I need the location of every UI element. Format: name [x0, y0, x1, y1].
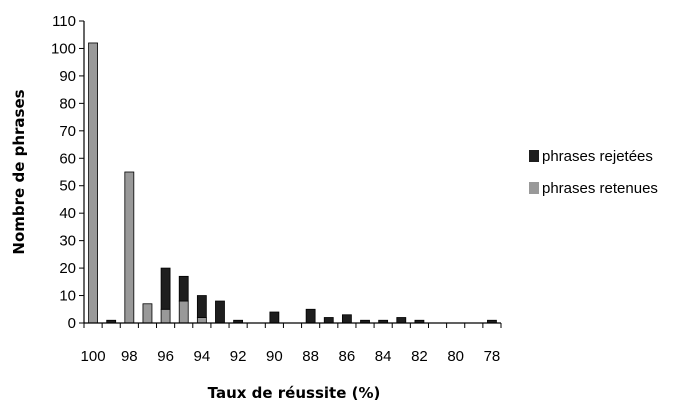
bar-retenues [124, 171, 135, 324]
bar-retenues [196, 317, 207, 324]
legend: phrases rejetées phrases retenues [529, 148, 658, 197]
bar-rejetees [305, 308, 316, 324]
bars [88, 42, 497, 324]
y-axis-ticks: 0 10 20 30 40 50 60 70 80 90 100 110 [51, 13, 84, 332]
legend-swatch-rejetees [529, 150, 539, 162]
x-tick-label: 100 [81, 348, 106, 365]
bar-rejetees [196, 295, 207, 318]
x-axis-title: Taux de réussite (%) [208, 384, 381, 402]
y-tick-label: 10 [59, 288, 76, 305]
legend-swatch-retenues [529, 182, 539, 194]
x-tick-label: 88 [302, 348, 319, 365]
y-tick-label: 70 [59, 123, 76, 140]
y-tick-label: 60 [59, 150, 76, 167]
x-tick-label: 82 [411, 348, 428, 365]
bar-rejetees [178, 275, 189, 302]
y-tick-label: 110 [52, 13, 76, 30]
y-tick-label: 40 [59, 205, 76, 222]
bar-retenues [142, 303, 153, 324]
axes [83, 21, 501, 324]
y-tick-label: 80 [59, 95, 76, 112]
bar-rejetees [323, 317, 334, 324]
bar-retenues [88, 42, 98, 324]
x-tick-label: 80 [447, 348, 464, 365]
x-tick-label: 96 [157, 348, 174, 365]
y-tick-label: 0 [68, 315, 76, 332]
x-tick-label: 86 [339, 348, 356, 365]
bar-retenues [160, 308, 171, 324]
legend-label-retenues: phrases retenues [542, 180, 658, 197]
x-tick-label: 98 [121, 348, 138, 365]
bar-rejetees [396, 317, 407, 324]
y-tick-label: 20 [59, 260, 76, 277]
x-tick-label: 84 [375, 348, 392, 365]
bar-retenues [178, 300, 189, 324]
bar-rejetees [269, 311, 280, 324]
x-axis-ticks: 100 98 96 94 92 90 88 86 84 82 80 78 [81, 323, 502, 365]
bar-rejetees [215, 300, 225, 324]
legend-label-rejetees: phrases rejetées [542, 148, 653, 165]
y-tick-label: 100 [51, 40, 76, 57]
x-tick-label: 92 [230, 348, 247, 365]
bar-rejetees [160, 267, 171, 310]
x-tick-label: 94 [194, 348, 211, 365]
y-tick-label: 90 [59, 68, 76, 85]
y-axis-title: Nombre de phrases [10, 89, 28, 254]
y-tick-label: 50 [59, 178, 76, 195]
bar-rejetees [341, 314, 352, 324]
x-tick-label: 90 [266, 348, 283, 365]
y-tick-label: 30 [59, 233, 76, 250]
x-tick-label: 78 [484, 348, 501, 365]
